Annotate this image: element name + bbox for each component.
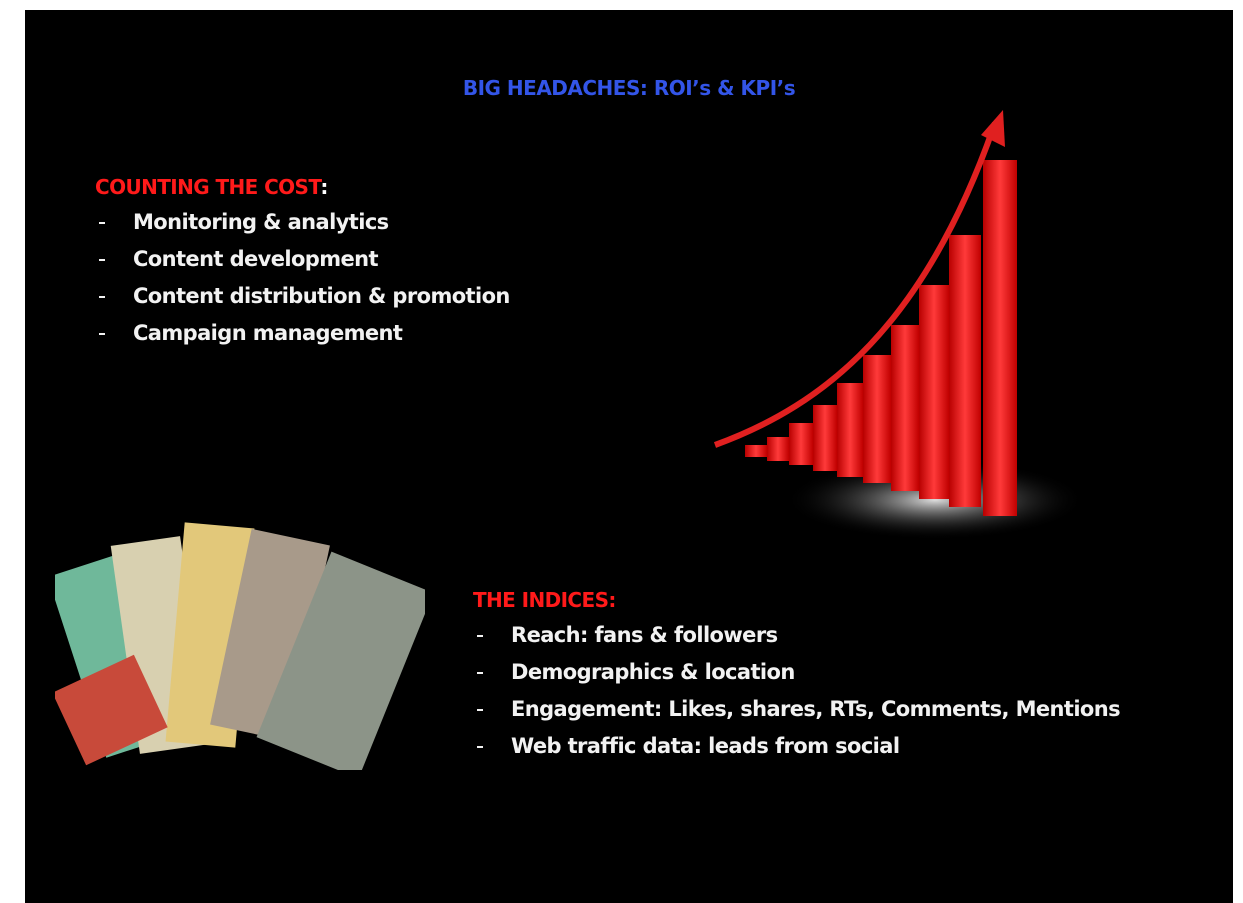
money-illustration — [55, 520, 425, 770]
slide: BIG HEADACHES: ROI’s & KPI’s COUNTING TH… — [25, 10, 1233, 903]
list-item: Monitoring & analytics — [133, 208, 510, 245]
list-item: Engagement: Likes, shares, RTs, Comments… — [511, 695, 1120, 732]
heading-text: COUNTING THE COST — [95, 175, 320, 199]
section-heading: THE INDICES: — [473, 588, 616, 612]
slide-title: BIG HEADACHES: ROI’s & KPI’s — [25, 76, 1233, 100]
page: BIG HEADACHES: ROI’s & KPI’s COUNTING TH… — [0, 0, 1243, 903]
list-item: Web traffic data: leads from social — [511, 732, 1120, 769]
section-heading: COUNTING THE COST: — [95, 175, 328, 199]
heading-suffix: : — [320, 175, 327, 199]
list-item: Campaign management — [133, 319, 510, 356]
list-item: Content distribution & promotion — [133, 282, 510, 319]
list-item: Content development — [133, 245, 510, 282]
list-item: Demographics & location — [511, 658, 1120, 695]
list-item: Reach: fans & followers — [511, 621, 1120, 658]
growth-illustration — [705, 105, 1085, 565]
